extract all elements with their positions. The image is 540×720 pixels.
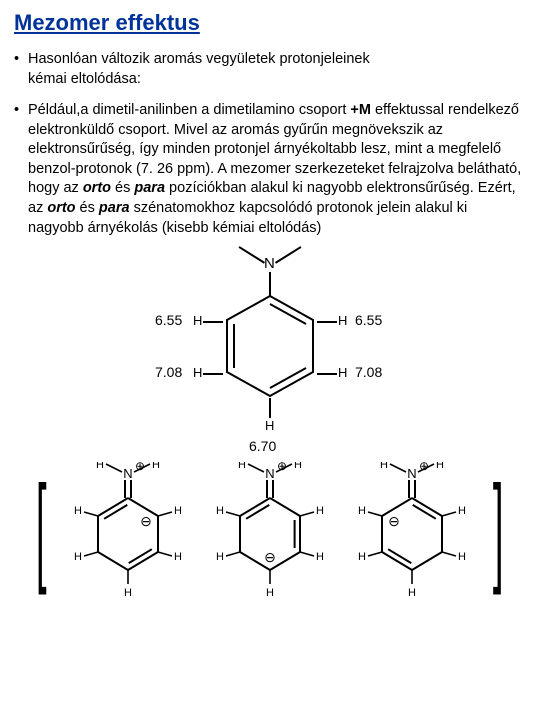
hline-mr [317, 373, 337, 375]
bullet-2: Például,a dimetil-anilinben a dimetilami… [14, 101, 526, 238]
methyl-line-left [238, 246, 265, 264]
h-meta-left: H [193, 365, 202, 380]
svg-text:N: N [123, 466, 132, 481]
h-para: H [265, 418, 274, 433]
main-molecule-figure: N H 6.55 H 6.55 H 7.08 H 7.08 H 6.70 [0, 250, 540, 460]
svg-text:H: H [216, 551, 224, 563]
svg-text:H: H [124, 587, 132, 599]
svg-text:H: H [380, 462, 388, 471]
svg-text:H: H [458, 505, 466, 517]
methyl-line-right [275, 246, 302, 264]
hline-ol [203, 321, 223, 323]
h-ortho-left: H [193, 313, 202, 328]
svg-text:⊖: ⊖ [264, 549, 276, 565]
svg-text:H: H [316, 551, 324, 563]
svg-text:H: H [358, 505, 366, 517]
resonance-2: N⊕HH⊖HHHHH [211, 462, 329, 612]
svg-text:H: H [216, 505, 224, 517]
bullet-1-line1: Hasonlóan változik aromás vegyületek pro… [28, 51, 370, 67]
svg-text:H: H [408, 587, 416, 599]
svg-text:H: H [152, 462, 160, 471]
h-meta-right: H [338, 365, 347, 380]
svg-text:N: N [265, 466, 274, 481]
bracket-open-icon: [ [36, 469, 47, 634]
svg-text:H: H [294, 462, 302, 471]
bullet-1-line2: kémai eltolódása: [28, 70, 526, 90]
svg-text:H: H [436, 462, 444, 471]
svg-text:N: N [407, 466, 416, 481]
resonance-3: N⊕HH⊖HHHHH [353, 462, 471, 612]
svg-text:H: H [238, 462, 246, 471]
bullet-list: Hasonlóan változik aromás vegyületek pro… [14, 50, 526, 238]
shift-para: 6.70 [249, 438, 276, 454]
shift-meta-left: 7.08 [155, 364, 182, 380]
h-ortho-right: H [338, 313, 347, 328]
shift-ortho-right: 6.55 [355, 312, 382, 328]
shift-ortho-left: 6.55 [155, 312, 182, 328]
svg-text:H: H [458, 551, 466, 563]
page-title: Mezomer effektus [14, 10, 526, 36]
resonance-1: N⊕HH⊖HHHHH [69, 462, 187, 612]
svg-text:H: H [74, 551, 82, 563]
svg-text:H: H [358, 551, 366, 563]
nitrogen-label: N [264, 255, 275, 272]
benzene-ring [223, 292, 317, 403]
resonance-row: [ N⊕HH⊖HHHHH N⊕HH⊖HHHHH N⊕HH⊖HHHHH ] [0, 462, 540, 612]
svg-text:H: H [96, 462, 104, 471]
svg-text:H: H [174, 551, 182, 563]
hline-ml [203, 373, 223, 375]
bullet-1: Hasonlóan változik aromás vegyületek pro… [14, 50, 526, 89]
hline-para-v [269, 398, 271, 418]
bracket-close-icon: ] [493, 469, 504, 634]
hline-or [317, 321, 337, 323]
svg-text:⊖: ⊖ [388, 513, 400, 529]
svg-text:H: H [174, 505, 182, 517]
svg-text:H: H [74, 505, 82, 517]
svg-text:H: H [266, 587, 274, 599]
svg-text:⊖: ⊖ [140, 513, 152, 529]
shift-meta-right: 7.08 [355, 364, 382, 380]
svg-text:H: H [316, 505, 324, 517]
